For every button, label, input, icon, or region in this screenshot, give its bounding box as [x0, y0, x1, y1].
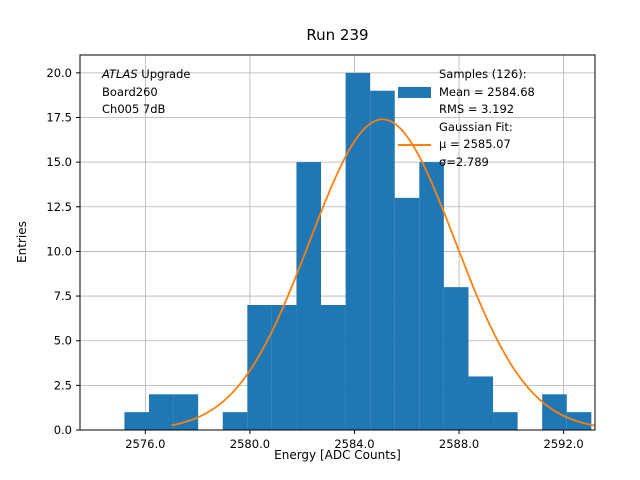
fit-line-swatch [398, 143, 431, 146]
x-tick-label: 2576.0 [125, 437, 165, 451]
gaussian-fit-curve [171, 118, 596, 427]
histogram-bar [394, 197, 420, 430]
legend: Samples (126): Mean = 2584.68 RMS = 3.19… [398, 66, 535, 171]
y-tick-label: 15.0 [46, 155, 72, 169]
histogram-bar [271, 305, 297, 430]
y-tick-label: 2.5 [54, 378, 72, 392]
annotation-atlas: ATLAS [102, 67, 138, 81]
histogram-bar [419, 162, 444, 430]
y-tick-label: 20.0 [46, 66, 72, 80]
histogram-bar [370, 90, 395, 431]
annotation-line-1: ATLAS Upgrade [102, 66, 190, 84]
annotation-upgrade: Upgrade [137, 67, 191, 81]
legend-empty-handle [398, 109, 431, 110]
legend-label-gaussian: Gaussian Fit: [439, 119, 513, 134]
legend-empty-handle [398, 74, 431, 75]
histogram-bar [345, 72, 371, 431]
y-tick-label: 17.5 [46, 111, 72, 125]
y-axis-label: Entries [15, 221, 29, 263]
legend-label-mean: Mean = 2584.68 [439, 84, 535, 99]
x-tick-label: 2580.0 [230, 437, 270, 451]
legend-label-rms: RMS = 3.192 [439, 102, 515, 116]
legend-label-samples: Samples (126): [439, 67, 527, 81]
histogram-swatch [398, 86, 431, 98]
x-tick-label: 2588.0 [439, 437, 479, 451]
legend-row-samples: Samples (126): [398, 66, 535, 84]
annotation-line-3: Ch005 7dB [102, 102, 166, 116]
histogram-bar [124, 412, 150, 430]
y-tick-label: 0.0 [54, 423, 72, 437]
histogram-bar [468, 376, 494, 430]
x-axis-label: Energy [ADC Counts] [274, 448, 401, 462]
legend-row-rms: RMS = 3.192 [398, 101, 535, 119]
y-tick-label: 7.5 [54, 289, 72, 303]
y-tick-label: 5.0 [54, 334, 72, 348]
histogram-bar [443, 287, 469, 430]
histogram-bar [296, 162, 322, 430]
legend-row-mu: μ = 2585.07 [398, 136, 535, 154]
axes-frame [79, 54, 596, 431]
legend-row-mean: Mean = 2584.68 [398, 84, 535, 102]
x-tick-label: 2584.0 [334, 437, 374, 451]
annotation-block: ATLAS Upgrade Board260 Ch005 7dB [102, 66, 190, 119]
legend-row-gaussian-title: Gaussian Fit: [398, 119, 535, 137]
legend-empty-handle [398, 162, 431, 163]
legend-label-mu: μ = 2585.07 [439, 137, 511, 151]
legend-label-sigma: σ=2.789 [439, 154, 489, 169]
histogram-bar [493, 412, 518, 430]
chart-title: Run 239 [306, 26, 369, 44]
histogram-bar [542, 394, 567, 430]
y-tick-label: 12.5 [46, 200, 72, 214]
legend-row-sigma: σ=2.789 [398, 154, 535, 172]
histogram-bar [149, 394, 174, 430]
histogram-bar [321, 305, 346, 430]
y-tick-label: 10.0 [46, 244, 72, 258]
x-tick-label: 2592.0 [544, 437, 584, 451]
annotation-line-2: Board260 [102, 84, 158, 99]
histogram-bar [222, 412, 248, 430]
legend-empty-handle [398, 127, 431, 128]
